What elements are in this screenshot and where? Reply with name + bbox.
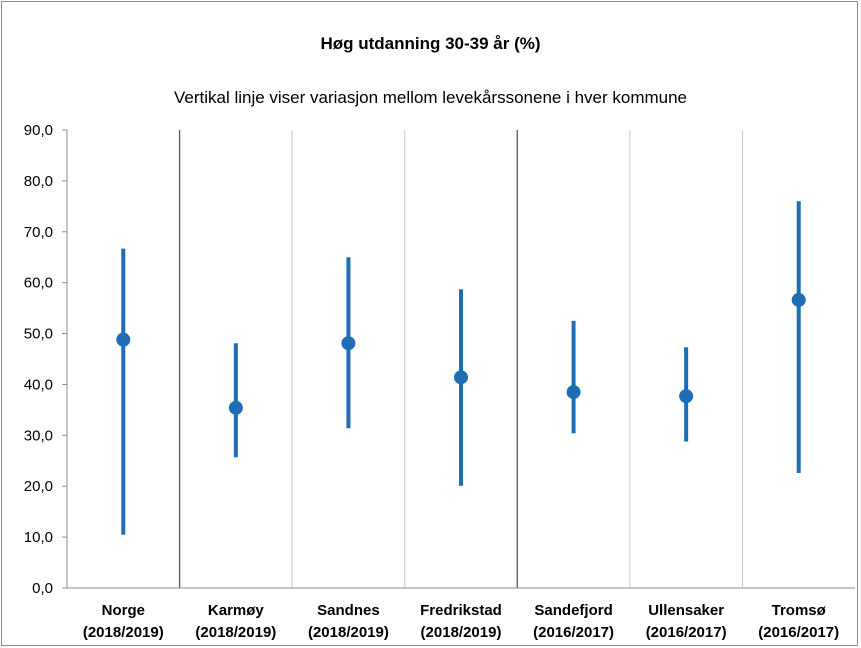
axes <box>66 130 855 589</box>
x-category-name: Sandefjord <box>534 602 612 619</box>
y-tick-label: 90,0 <box>24 122 53 139</box>
y-tick-label: 60,0 <box>24 275 53 292</box>
x-category-name: Ullensaker <box>648 602 724 619</box>
y-tick-label: 50,0 <box>24 326 53 343</box>
y-axis-ticks: 0,0 10,0 20,0 30,0 40,0 50,0 60,0 70,0 80,0 90,0 <box>24 122 67 597</box>
y-tick-label: 10,0 <box>24 529 53 546</box>
x-category-period: (2016/2017) <box>646 624 727 641</box>
chart-subtitle: Vertikal linje viser variasjon mellom le… <box>173 88 688 107</box>
y-tick-label: 30,0 <box>24 427 53 444</box>
data-point <box>454 370 468 385</box>
data-point <box>116 332 131 347</box>
x-category-period: (2018/2019) <box>308 624 389 641</box>
data-point <box>679 389 694 404</box>
x-category-name: Norge <box>102 602 145 619</box>
chart-title: Høg utdanning 30-39 år (%) <box>320 34 541 53</box>
data-points <box>116 292 806 415</box>
x-category-name: Fredrikstad <box>420 602 502 619</box>
x-category-name: Tromsø <box>772 602 827 619</box>
y-tick-label: 0,0 <box>32 580 53 597</box>
data-point <box>228 400 243 415</box>
range-lines <box>121 201 801 535</box>
data-point <box>341 336 356 351</box>
x-category-period: (2018/2019) <box>421 624 502 641</box>
x-category-period: (2018/2019) <box>83 624 164 641</box>
y-tick-label: 40,0 <box>24 376 53 393</box>
x-category-period: (2018/2019) <box>195 624 276 641</box>
data-point <box>791 292 806 307</box>
x-axis-labels: Norge (2018/2019) Karmøy (2018/2019) Sandnes… <box>83 602 839 641</box>
y-tick-label: 70,0 <box>24 224 53 241</box>
x-category-period: (2016/2017) <box>533 624 614 641</box>
y-tick-label: 80,0 <box>24 173 53 190</box>
data-point <box>566 385 581 400</box>
category-separators <box>178 130 743 588</box>
y-tick-label: 20,0 <box>24 478 53 495</box>
x-category-name: Sandnes <box>317 602 380 619</box>
x-category-period: (2016/2017) <box>758 624 839 641</box>
x-category-name: Karmøy <box>208 602 265 619</box>
